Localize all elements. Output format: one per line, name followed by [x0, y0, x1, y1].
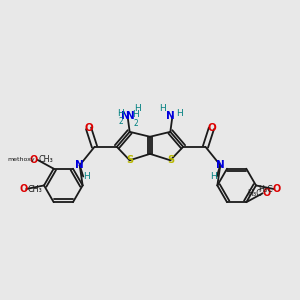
Text: H: H — [135, 104, 141, 113]
Text: S: S — [167, 155, 174, 165]
Text: O: O — [30, 155, 38, 165]
Text: H: H — [210, 172, 217, 181]
Text: H₃C: H₃C — [247, 189, 262, 198]
Text: S: S — [126, 155, 133, 165]
Text: 2: 2 — [118, 117, 123, 126]
Text: H₃C: H₃C — [258, 184, 273, 194]
Text: N: N — [75, 160, 84, 170]
Text: H: H — [159, 104, 165, 113]
Text: N: N — [166, 111, 175, 121]
Text: O: O — [262, 188, 270, 198]
Text: O: O — [19, 184, 27, 194]
Text: O: O — [84, 123, 93, 134]
Text: methoxy: methoxy — [7, 157, 35, 162]
Text: N: N — [125, 111, 134, 121]
Text: H: H — [176, 109, 182, 118]
Text: O: O — [207, 123, 216, 134]
Text: N: N — [216, 160, 225, 170]
Text: 2: 2 — [134, 119, 138, 128]
Text: H: H — [83, 172, 90, 181]
Text: O: O — [273, 184, 281, 194]
Text: H: H — [118, 109, 124, 118]
Text: CH₃: CH₃ — [38, 155, 53, 164]
Text: CH₃: CH₃ — [27, 184, 42, 194]
Text: H: H — [133, 110, 139, 119]
Text: N: N — [122, 111, 130, 121]
